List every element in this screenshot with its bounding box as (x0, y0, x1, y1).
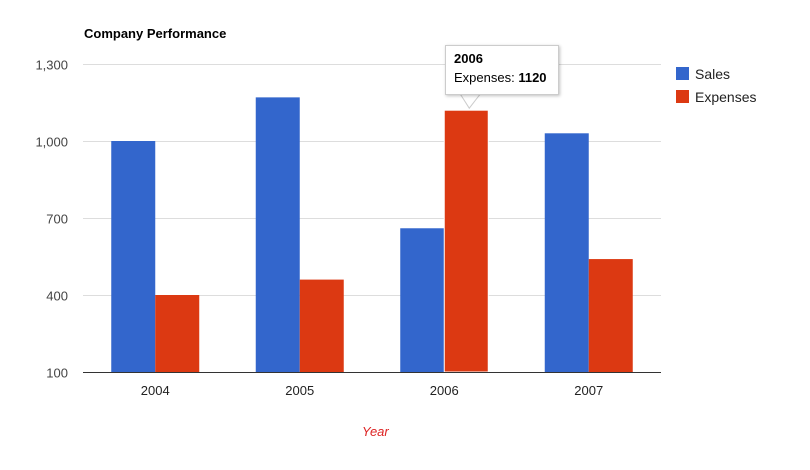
legend: Sales Expenses (676, 62, 756, 108)
bar-expenses-2006[interactable] (443, 109, 489, 373)
x-axis-title: Year (362, 424, 389, 439)
tooltip-value: 1120 (518, 70, 547, 85)
legend-item-sales[interactable]: Sales (676, 62, 756, 85)
y-tick-label: 1,300 (35, 58, 68, 73)
bar-expenses-2005[interactable] (299, 279, 344, 372)
x-tick-label: 2006 (430, 383, 459, 398)
legend-item-expenses[interactable]: Expenses (676, 85, 756, 108)
bar-sales-2005[interactable] (255, 97, 300, 372)
tooltip-pointer (459, 93, 482, 110)
bar-sales-2006[interactable] (400, 228, 445, 372)
x-tick-label: 2005 (285, 383, 314, 398)
bar-sales-2007[interactable] (544, 133, 589, 372)
bar-sales-2004[interactable] (111, 141, 156, 372)
x-tick-label: 2004 (141, 383, 170, 398)
bar-expenses-2004[interactable] (155, 295, 200, 372)
legend-label-sales: Sales (695, 65, 731, 82)
y-tick-label: 700 (46, 212, 68, 227)
tooltip: 2006 Expenses: 1120 (445, 45, 559, 95)
legend-swatch-sales (676, 67, 689, 80)
x-tick-label: 2007 (574, 383, 603, 398)
y-tick-label: 100 (46, 366, 68, 381)
tooltip-title: 2006 (454, 51, 483, 66)
y-tick-label: 1,000 (35, 135, 68, 150)
chart-title: Company Performance (84, 26, 227, 41)
bar-expenses-2007[interactable] (588, 259, 633, 372)
tooltip-line: Expenses: 1120 (454, 70, 547, 85)
tooltip-label: Expenses: (454, 70, 515, 85)
legend-label-expenses: Expenses (695, 88, 757, 105)
legend-swatch-expenses (676, 90, 689, 103)
y-tick-label: 400 (46, 289, 68, 304)
